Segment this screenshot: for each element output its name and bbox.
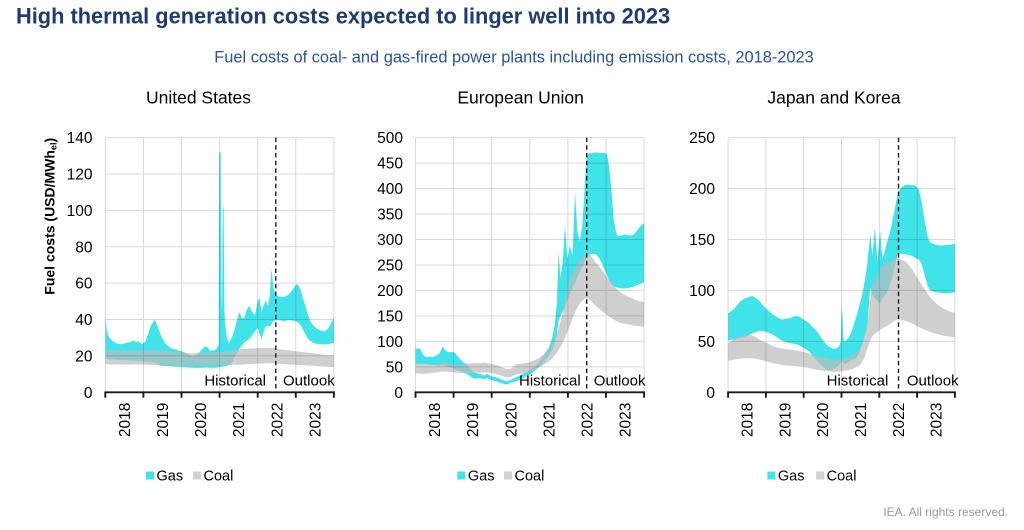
svg-text:2019: 2019 (777, 403, 794, 437)
svg-text:2021: 2021 (231, 403, 248, 437)
svg-text:500: 500 (377, 130, 403, 147)
svg-text:2023: 2023 (618, 403, 635, 437)
svg-text:Historical: Historical (204, 372, 266, 389)
svg-text:250: 250 (689, 130, 715, 147)
svg-text:100: 100 (67, 203, 93, 220)
svg-text:2023: 2023 (307, 403, 324, 437)
svg-text:200: 200 (377, 283, 403, 300)
svg-text:0: 0 (706, 385, 715, 402)
svg-text:Japan and Korea: Japan and Korea (767, 88, 901, 108)
svg-text:Gas: Gas (778, 469, 805, 485)
svg-text:200: 200 (689, 181, 715, 198)
svg-text:2021: 2021 (541, 403, 558, 437)
svg-text:2019: 2019 (155, 403, 172, 437)
svg-text:Outlook: Outlook (907, 372, 959, 389)
svg-text:Coal: Coal (827, 469, 857, 485)
svg-text:150: 150 (377, 309, 403, 326)
svg-text:0: 0 (394, 385, 403, 402)
svg-text:2020: 2020 (193, 402, 210, 437)
svg-text:High thermal generation costs: High thermal generation costs expected t… (16, 3, 670, 28)
svg-text:Historical: Historical (519, 372, 581, 389)
svg-text:European Union: European Union (457, 88, 583, 108)
svg-text:2020: 2020 (815, 402, 832, 437)
svg-text:2019: 2019 (465, 403, 482, 437)
svg-text:Outlook: Outlook (594, 372, 646, 389)
svg-text:2018: 2018 (740, 403, 757, 437)
svg-text:0: 0 (84, 385, 93, 402)
svg-text:2022: 2022 (269, 403, 286, 437)
svg-text:250: 250 (377, 258, 403, 275)
svg-text:2023: 2023 (929, 403, 946, 437)
svg-text:2021: 2021 (853, 403, 870, 437)
svg-text:2018: 2018 (117, 403, 134, 437)
svg-text:Coal: Coal (515, 469, 545, 485)
svg-text:400: 400 (377, 181, 403, 198)
svg-text:100: 100 (377, 334, 403, 351)
svg-text:Fuel costs (USD/MWhel): Fuel costs (USD/MWhel) (42, 138, 59, 295)
svg-text:50: 50 (386, 359, 404, 376)
svg-text:50: 50 (698, 334, 716, 351)
svg-text:2022: 2022 (580, 403, 597, 437)
svg-text:IEA. All rights reserved.: IEA. All rights reserved. (883, 505, 1008, 519)
svg-text:100: 100 (689, 283, 715, 300)
svg-text:300: 300 (377, 232, 403, 249)
svg-text:Gas: Gas (157, 469, 184, 485)
svg-text:150: 150 (689, 232, 715, 249)
svg-text:120: 120 (67, 167, 93, 184)
svg-text:Gas: Gas (468, 469, 495, 485)
svg-text:450: 450 (377, 156, 403, 173)
svg-text:60: 60 (75, 276, 93, 293)
svg-text:350: 350 (377, 207, 403, 224)
svg-text:Outlook: Outlook (283, 372, 335, 389)
svg-text:Historical: Historical (827, 372, 889, 389)
svg-text:140: 140 (67, 130, 93, 147)
svg-text:2022: 2022 (891, 403, 908, 437)
svg-text:Fuel costs of coal- and gas-fi: Fuel costs of coal- and gas-fired power … (214, 49, 814, 67)
svg-text:Coal: Coal (204, 469, 234, 485)
svg-text:2018: 2018 (427, 403, 444, 437)
svg-text:20: 20 (75, 349, 93, 366)
svg-text:2020: 2020 (503, 402, 520, 437)
svg-text:40: 40 (75, 312, 93, 329)
svg-text:80: 80 (75, 239, 93, 256)
svg-text:United States: United States (146, 88, 251, 108)
